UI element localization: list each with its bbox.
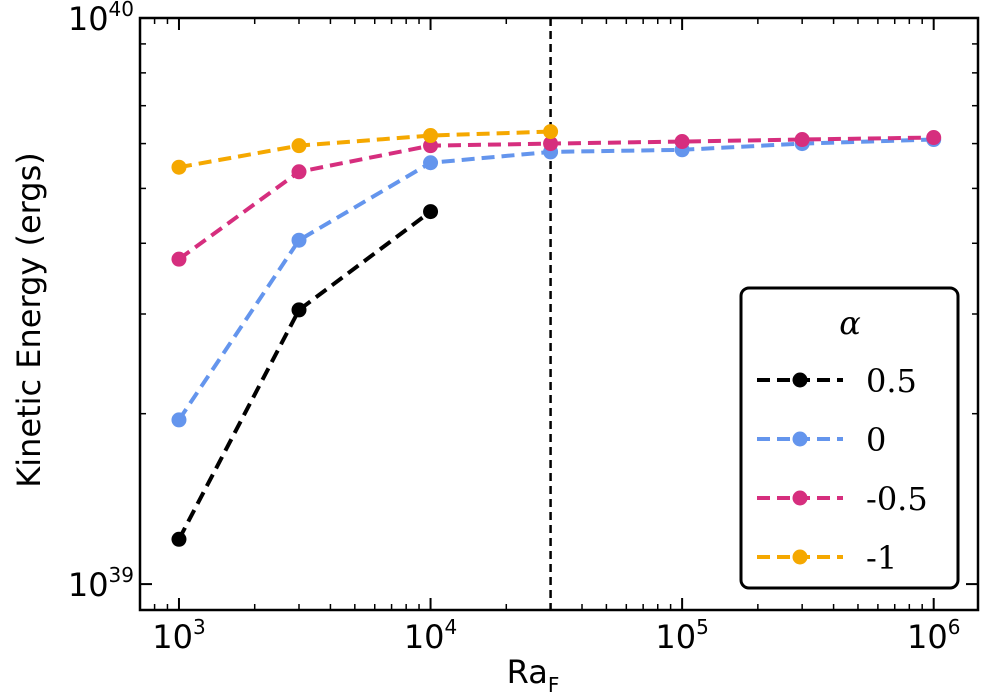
- x-tick-label-base: 10: [152, 618, 193, 656]
- data-point: [423, 155, 439, 171]
- x-tick-label-exponent: 5: [696, 615, 709, 639]
- x-axis-label-sub: F: [548, 673, 560, 697]
- data-point: [291, 302, 307, 318]
- legend-entry: -1: [757, 539, 897, 577]
- data-point: [543, 136, 559, 152]
- data-point: [291, 164, 307, 180]
- series-layer: [171, 124, 942, 547]
- x-tick-label-base: 10: [655, 618, 696, 656]
- series-line: [178, 129, 551, 170]
- data-point: [543, 124, 559, 140]
- data-point: [423, 204, 439, 220]
- x-tick-label: 104: [404, 615, 457, 656]
- legend-entry: -0.5: [757, 480, 928, 518]
- data-point: [171, 159, 187, 175]
- data-point: [291, 232, 307, 248]
- legend-label: 0.5: [866, 362, 917, 400]
- data-point: [171, 251, 187, 267]
- legend-entry: 0: [757, 421, 886, 459]
- legend-title: α: [839, 304, 861, 342]
- data-point: [674, 134, 690, 150]
- x-tick-label-base: 10: [404, 618, 445, 656]
- legend-label: -0.5: [866, 480, 928, 518]
- data-point: [171, 412, 187, 428]
- x-axis-label: RaF: [507, 653, 560, 697]
- legend-marker: [792, 431, 808, 447]
- series-0.5: [171, 204, 439, 547]
- legend-entries: 0.5 0 -0.5 -1: [757, 362, 928, 577]
- legend-marker: [792, 372, 808, 388]
- y-tick-label-exponent: 40: [109, 0, 134, 21]
- major-ticks: [140, 17, 978, 610]
- x-tick-label: 106: [907, 615, 960, 656]
- data-point: [291, 138, 307, 154]
- legend-label: 0: [866, 421, 886, 459]
- series--1: [171, 124, 559, 175]
- y-tick-label-exponent: 39: [109, 563, 134, 587]
- y-tick-label: 1039: [68, 563, 134, 604]
- x-tick-label-exponent: 4: [445, 615, 458, 639]
- legend: α 0.5 0 -0.5 -1: [739, 286, 960, 590]
- data-point: [423, 128, 439, 144]
- legend-box: [739, 286, 960, 590]
- plot-frame: [138, 16, 980, 612]
- legend-marker: [792, 549, 808, 565]
- legend-label: -1: [866, 539, 897, 577]
- data-point: [171, 531, 187, 547]
- y-tick-label-base: 10: [68, 566, 109, 604]
- data-point: [926, 130, 942, 146]
- x-tick-label-exponent: 6: [948, 615, 961, 639]
- legend-entry: 0.5: [757, 362, 917, 400]
- y-tick-label: 1040: [68, 0, 134, 38]
- x-axis-label-main: Ra: [507, 653, 548, 691]
- legend-marker: [792, 490, 808, 506]
- data-point: [794, 132, 810, 148]
- y-tick-label-base: 10: [68, 0, 109, 38]
- x-tick-label-base: 10: [907, 618, 948, 656]
- series--0.5: [171, 130, 942, 267]
- x-tick-label: 103: [152, 615, 205, 656]
- x-tick-label: 105: [655, 615, 708, 656]
- x-tick-label-exponent: 3: [193, 615, 206, 639]
- y-axis-label: Kinetic Energy (ergs): [10, 152, 48, 487]
- series-line: [177, 209, 432, 541]
